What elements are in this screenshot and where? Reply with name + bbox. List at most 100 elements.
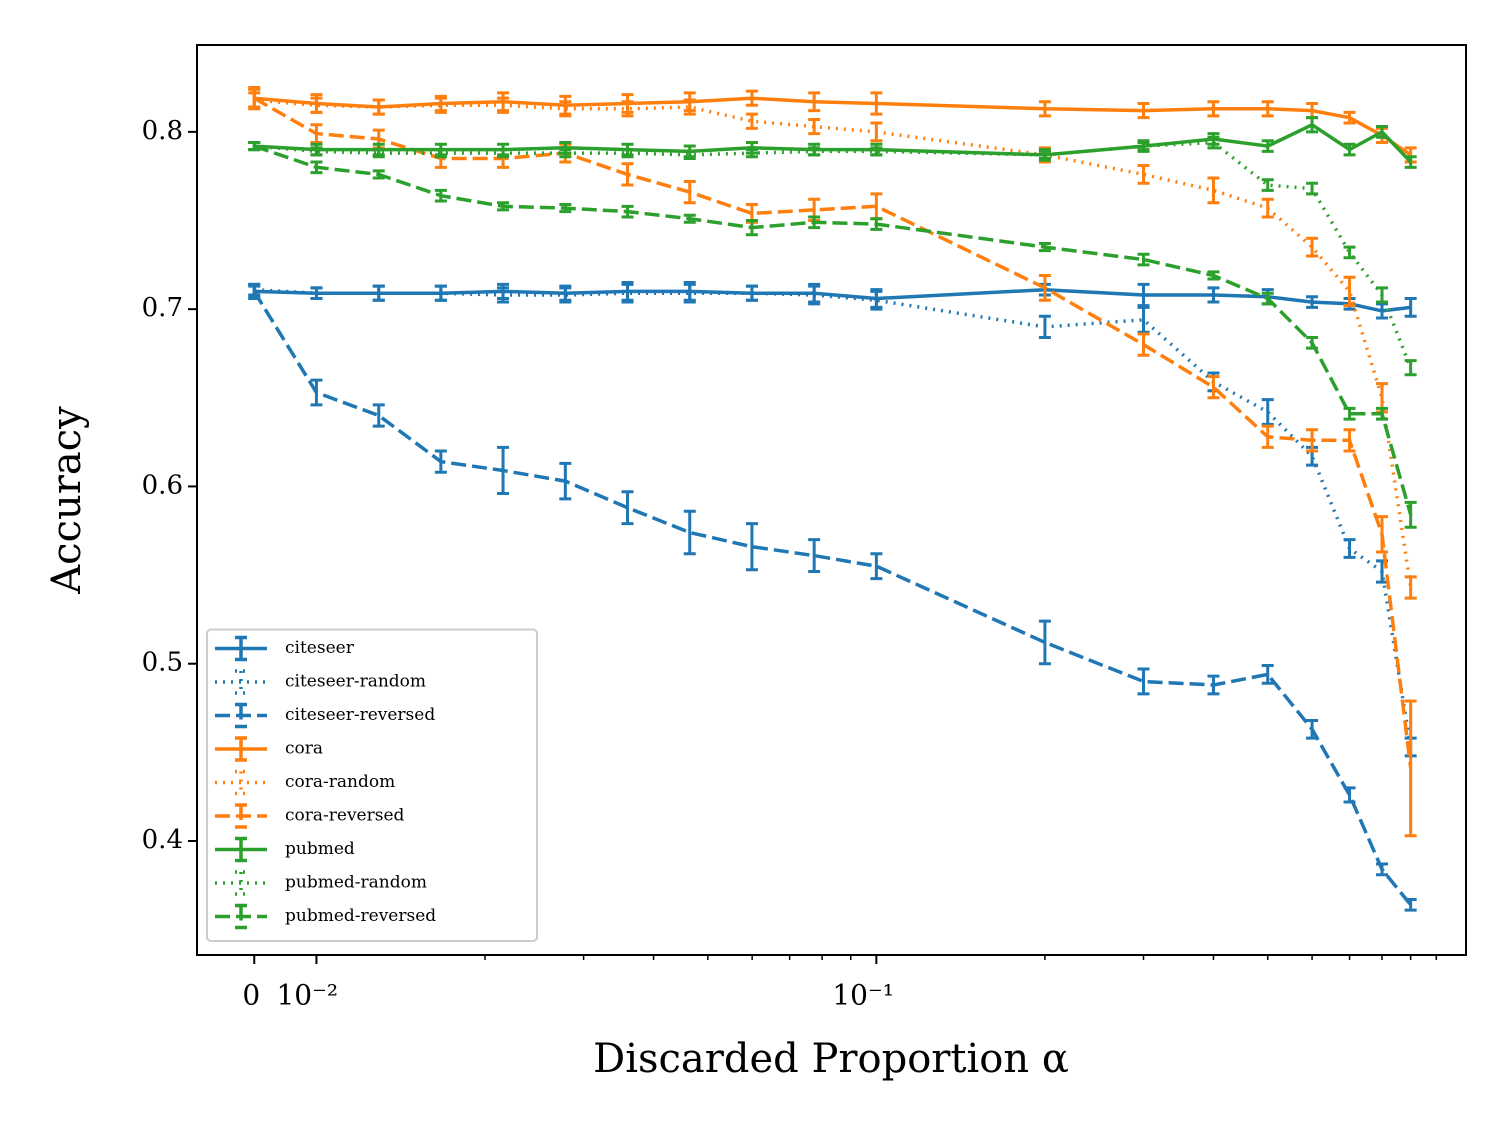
legend: citeseer citeseer-random citeseer-reversed…	[206, 628, 538, 942]
series-line	[254, 140, 1413, 369]
error-bar	[310, 123, 323, 145]
y-tick-label: 0.7	[142, 293, 183, 323]
legend-swatch	[215, 836, 267, 863]
error-bar	[1038, 314, 1051, 340]
y-tick-label: 0.6	[142, 470, 183, 500]
error-bar	[1376, 862, 1389, 877]
y-tick-label: 0.8	[142, 116, 183, 146]
error-bar	[248, 87, 261, 109]
error-bar	[1306, 718, 1319, 740]
error-bar	[1404, 500, 1417, 529]
error-bar	[1306, 336, 1319, 350]
error-bar	[434, 96, 447, 114]
error-bar	[1137, 141, 1150, 152]
legend-swatch	[215, 903, 267, 930]
error-bar	[310, 96, 323, 114]
error-bar	[1343, 275, 1356, 308]
error-bar	[870, 552, 883, 581]
legend-swatch	[215, 669, 267, 695]
error-bar	[683, 180, 696, 205]
error-bar	[683, 149, 696, 160]
error-bar	[497, 96, 510, 114]
series-line	[254, 122, 1412, 164]
error-bar	[870, 91, 883, 116]
error-bar	[1038, 149, 1051, 160]
error-bar	[683, 509, 696, 556]
y-tick-label: 0.5	[142, 648, 183, 678]
error-bar	[1343, 786, 1356, 804]
error-bar	[1261, 291, 1274, 306]
error-bar	[1038, 100, 1051, 118]
error-bar	[1261, 424, 1274, 449]
x-tick-label: 10⁻¹	[832, 979, 894, 1012]
error-bar	[1261, 398, 1274, 426]
legend-label: citeseer	[285, 638, 355, 658]
error-bar	[1038, 273, 1051, 302]
error-bar	[1343, 428, 1356, 453]
error-bar	[808, 215, 821, 230]
error-bar	[372, 403, 385, 428]
error-bar	[870, 146, 883, 157]
error-bar	[745, 522, 758, 572]
error-bar	[870, 289, 883, 311]
error-bar	[310, 160, 323, 175]
error-bar	[497, 445, 510, 496]
error-bar	[870, 121, 883, 143]
error-bar	[683, 213, 696, 224]
error-bar	[1343, 538, 1356, 559]
error-bar	[1207, 135, 1220, 150]
error-bar	[1404, 297, 1417, 318]
error-bar	[1376, 302, 1389, 320]
error-bar	[1137, 164, 1150, 185]
error-bar	[310, 378, 323, 407]
error-bar	[1376, 125, 1389, 139]
error-bar	[559, 100, 572, 118]
error-bar	[1261, 663, 1274, 685]
x-axis-label: Discarded Proportion α	[593, 1036, 1069, 1082]
error-bar	[559, 148, 572, 159]
error-bar	[745, 89, 758, 107]
error-bar	[1343, 406, 1356, 421]
error-bar	[683, 282, 696, 304]
error-bar	[497, 286, 510, 304]
error-bar	[1404, 359, 1417, 377]
error-bar	[559, 461, 572, 501]
legend-box	[206, 628, 538, 942]
error-bar	[372, 98, 385, 116]
x-tick-label: 0	[242, 979, 260, 1012]
legend-swatch	[215, 702, 267, 729]
legend-label: citeseer-reversed	[285, 705, 435, 725]
error-bar	[1207, 286, 1220, 304]
error-bar	[1137, 282, 1150, 308]
legend-swatch	[215, 635, 267, 662]
error-bar	[808, 117, 821, 136]
error-bar	[1306, 181, 1319, 196]
legend-swatch	[215, 736, 267, 762]
legend-label: cora-reversed	[285, 806, 405, 826]
legend-label: pubmed	[285, 839, 355, 859]
error-bar	[434, 449, 447, 474]
error-bar	[1404, 155, 1417, 169]
legend-label: citeseer-random	[285, 672, 426, 692]
error-bar	[1343, 245, 1356, 260]
legend-swatch	[215, 769, 267, 796]
error-bar	[1404, 575, 1417, 600]
error-bar	[621, 282, 634, 304]
error-bar	[1404, 699, 1417, 838]
legend-label: pubmed-reversed	[285, 906, 436, 926]
y-tick-label: 0.4	[142, 825, 183, 855]
error-bar	[1261, 197, 1274, 219]
error-bar	[310, 286, 323, 301]
error-bar	[745, 219, 758, 237]
error-bar	[1404, 898, 1417, 912]
error-bar	[870, 217, 883, 231]
error-bar	[1376, 286, 1389, 304]
error-bar	[497, 148, 510, 159]
x-tick-label: 10⁻²	[276, 979, 338, 1012]
error-bar	[1207, 270, 1220, 281]
error-bar	[1137, 252, 1150, 267]
error-bar	[808, 284, 821, 306]
error-bar	[248, 282, 261, 301]
error-bar	[808, 91, 821, 113]
